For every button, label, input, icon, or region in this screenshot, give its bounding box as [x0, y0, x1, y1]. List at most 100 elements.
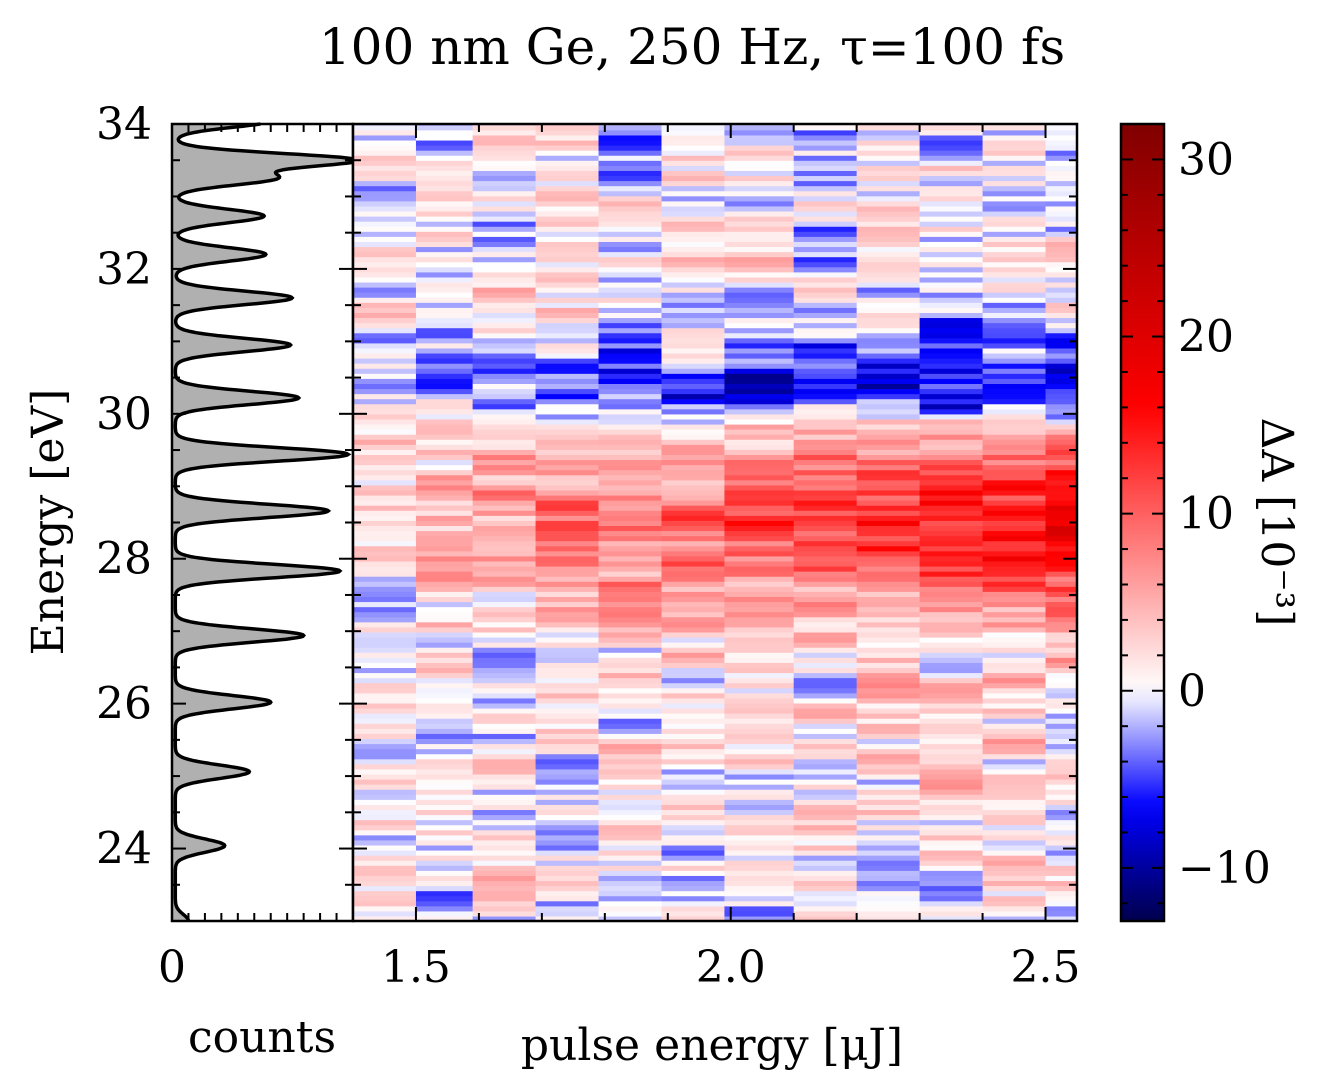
heatmap-cell	[919, 337, 984, 344]
heatmap-cell	[919, 363, 984, 369]
heatmap-cell	[1045, 870, 1078, 876]
heatmap-cell	[472, 429, 537, 435]
heatmap-cell	[1045, 378, 1078, 384]
heatmap-cell	[1045, 216, 1078, 222]
heatmap-cell	[1045, 190, 1078, 197]
heatmap-cell	[856, 844, 921, 851]
heatmap-cell	[415, 398, 474, 405]
heatmap-cell	[919, 221, 984, 227]
heatmap-cell	[535, 616, 600, 623]
heatmap-cell	[535, 631, 600, 638]
heatmap-cell	[856, 596, 921, 603]
heatmap-cell	[982, 718, 1047, 724]
heatmap-cell	[661, 150, 726, 156]
heatmap-cell	[1045, 682, 1078, 689]
heatmap-cell	[415, 200, 474, 207]
heatmap-cell	[415, 358, 474, 364]
heatmap-cell	[982, 728, 1047, 734]
heatmap-cell	[919, 789, 984, 795]
heatmap-cell	[982, 327, 1047, 334]
heatmap-cell	[724, 408, 795, 415]
heatmap-cell	[472, 626, 537, 633]
heatmap-cell	[724, 586, 795, 592]
heatmap-cell	[856, 616, 921, 623]
heatmap-cell	[472, 535, 537, 542]
heatmap-cell	[661, 642, 726, 648]
pulse-energy-axis-label: pulse energy [μJ]	[521, 1020, 903, 1071]
heatmap-cell	[535, 388, 600, 395]
heatmap-cell	[919, 444, 984, 450]
heatmap-cell	[661, 241, 726, 248]
heatmap-cell	[353, 550, 417, 557]
heatmap-cell	[919, 616, 984, 623]
heatmap-cell	[598, 905, 663, 912]
heatmap-cell	[535, 520, 600, 526]
heatmap-cell	[724, 621, 795, 628]
heatmap-cell	[535, 256, 600, 263]
heatmap-cell	[472, 687, 537, 694]
heatmap-cell	[472, 905, 537, 912]
heatmap-cell	[353, 205, 417, 212]
heatmap-cell	[661, 555, 726, 562]
heatmap-cell	[1045, 880, 1078, 887]
heatmap-cell	[598, 317, 663, 324]
heatmap-cell	[1045, 281, 1078, 288]
heatmap-cell	[793, 205, 858, 212]
heatmap-cell	[724, 398, 795, 405]
heatmap-cell	[856, 870, 921, 876]
heatmap-cell	[353, 216, 417, 222]
heatmap-cell	[472, 170, 537, 177]
heatmap-cell	[598, 236, 663, 242]
heatmap-cell	[1045, 611, 1078, 618]
heatmap-cell	[724, 784, 795, 790]
heatmap-cell	[535, 525, 600, 532]
heatmap-cell	[793, 631, 858, 638]
heatmap-cell	[856, 434, 921, 440]
heatmap-cell	[353, 723, 417, 729]
colorbar-tick-label: 10	[1178, 489, 1234, 540]
heatmap-cell	[661, 281, 726, 288]
heatmap-cell	[535, 271, 600, 278]
heatmap-cell	[919, 418, 984, 425]
heatmap-cell	[661, 155, 726, 161]
heatmap-cell	[1045, 875, 1078, 882]
heatmap-cell	[415, 652, 474, 658]
heatmap-cell	[982, 530, 1047, 537]
heatmap-cell	[856, 373, 921, 379]
heatmap-cell	[415, 175, 474, 182]
heatmap-cell	[535, 778, 600, 785]
heatmap-cell	[415, 474, 474, 481]
heatmap-cell	[415, 804, 474, 811]
heatmap-cell	[353, 185, 417, 192]
heatmap-cell	[353, 789, 417, 795]
heatmap-cell	[856, 687, 921, 694]
heatmap-cell	[598, 702, 663, 709]
heatmap-cell	[535, 606, 600, 613]
heatmap-cell	[472, 439, 537, 445]
heatmap-cell	[353, 520, 417, 526]
heatmap-cell	[353, 124, 417, 131]
heatmap-cell	[982, 231, 1047, 237]
heatmap-cell	[919, 216, 984, 222]
heatmap-cell	[535, 844, 600, 851]
heatmap-cell	[661, 707, 726, 714]
colorbar-gradient	[1119, 122, 1166, 923]
heatmap-cell	[535, 692, 600, 699]
heatmap-cell	[661, 535, 726, 542]
heatmap-cell	[724, 251, 795, 258]
heatmap-cell	[472, 378, 537, 384]
heatmap-cell	[598, 408, 663, 415]
heatmap-cell	[535, 799, 600, 805]
heatmap-cell	[793, 647, 858, 653]
heatmap-cell	[793, 474, 858, 481]
heatmap-cell	[535, 195, 600, 202]
heatmap-cell	[598, 738, 663, 745]
heatmap-cell	[856, 697, 921, 704]
heatmap-cell	[415, 155, 474, 161]
heatmap-cell	[353, 657, 417, 663]
heatmap-cell	[535, 124, 600, 131]
heatmap-cell	[1045, 464, 1078, 471]
heatmap-cell	[661, 139, 726, 146]
heatmap-cell	[353, 271, 417, 278]
heatmap-cell	[661, 697, 726, 704]
